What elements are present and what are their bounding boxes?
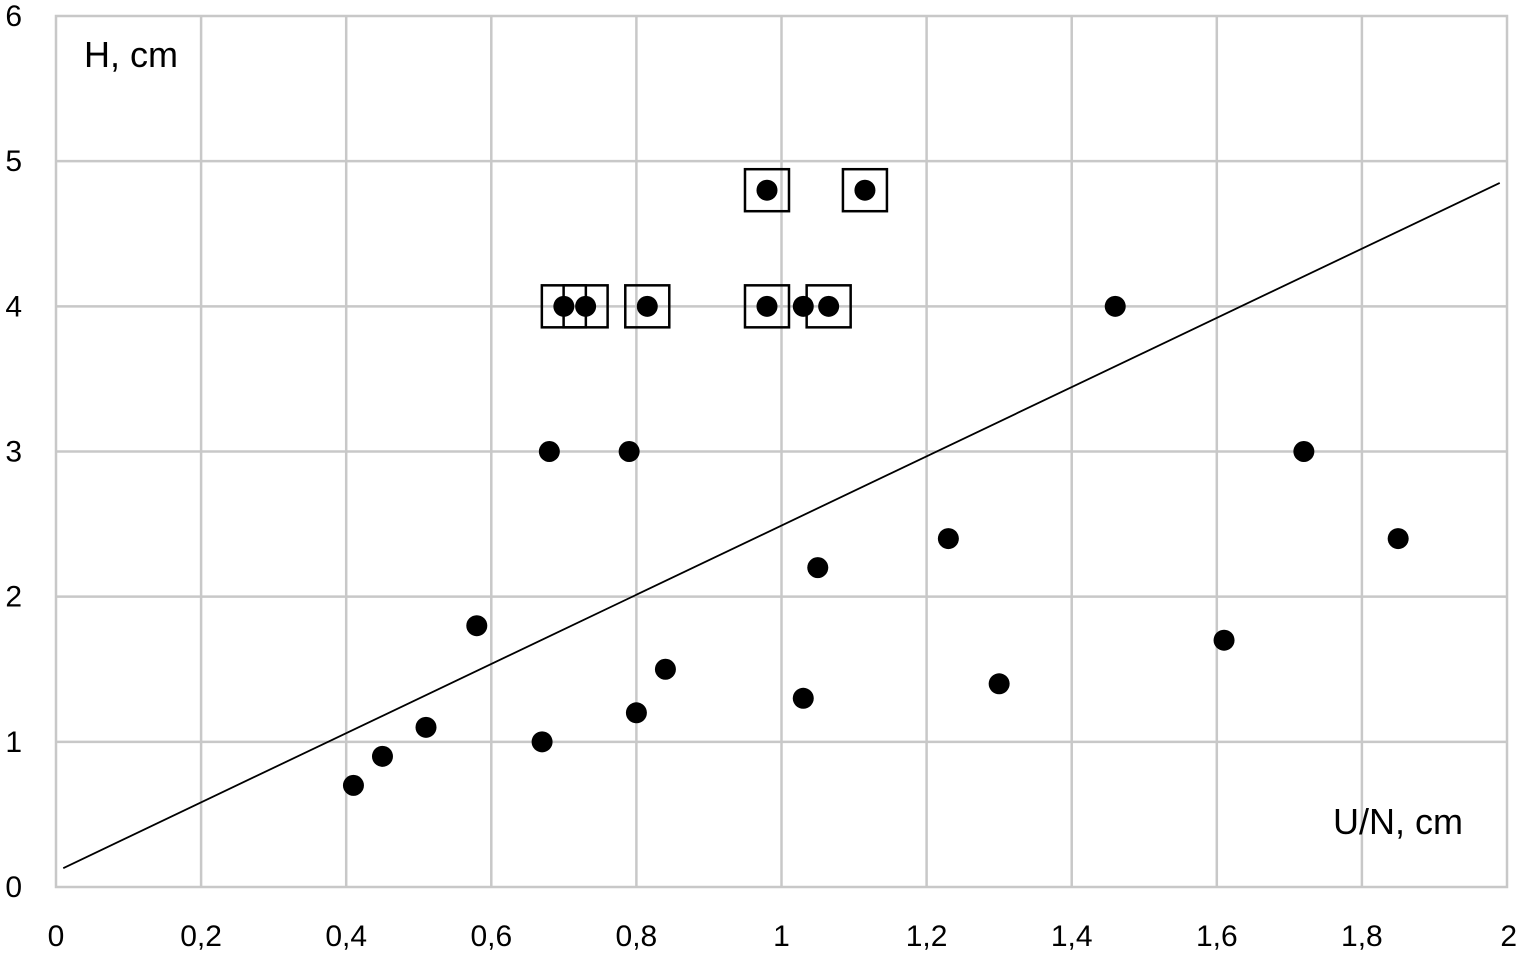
x-tick-label: 0,2 <box>180 920 222 953</box>
x-tick-label: 1,2 <box>906 920 948 953</box>
data-point <box>1213 629 1235 651</box>
y-tick-label: 3 <box>5 436 22 469</box>
data-point <box>575 295 597 317</box>
data-point <box>988 673 1010 695</box>
data-point-group <box>342 179 1409 796</box>
marker-box <box>743 167 791 213</box>
y-tick-label: 5 <box>5 145 22 178</box>
marker-box <box>743 284 791 329</box>
data-point <box>371 745 393 767</box>
data-point <box>792 295 814 317</box>
x-tick-label: 1 <box>773 920 790 953</box>
plot-area-frame <box>54 14 1509 889</box>
y-tick-label: 1 <box>5 726 22 759</box>
x-tick-label: 2 <box>1500 920 1516 953</box>
data-point <box>1387 528 1409 550</box>
x-tick-label: 1,4 <box>1051 920 1093 953</box>
grid <box>56 16 1507 887</box>
data-point <box>756 179 778 201</box>
trendline <box>62 182 1501 869</box>
data-point <box>818 295 840 317</box>
data-point <box>415 716 437 738</box>
x-tick-label: 1,8 <box>1341 920 1383 953</box>
data-point <box>625 702 647 724</box>
data-point <box>937 528 959 550</box>
x-tick-label: 0,8 <box>616 920 658 953</box>
data-point <box>466 615 488 637</box>
y-axis-title: H, cm <box>84 34 178 75</box>
data-point <box>756 295 778 317</box>
data-point <box>531 731 553 753</box>
x-tick-label: 0,6 <box>470 920 512 953</box>
data-point <box>807 557 829 579</box>
marker-box <box>841 167 889 213</box>
marker-box <box>624 284 671 329</box>
y-tick-label: 0 <box>5 871 22 904</box>
y-axis-tick-labels: 0 1 2 3 4 5 6 <box>5 0 22 904</box>
x-tick-label: 1,6 <box>1196 920 1238 953</box>
y-tick-label: 4 <box>5 290 22 323</box>
data-point <box>618 441 640 462</box>
x-tick-label: 0,4 <box>325 920 367 953</box>
x-axis-title: U/N, cm <box>1333 801 1463 842</box>
data-point <box>854 179 876 201</box>
y-tick-label: 6 <box>5 0 22 33</box>
data-point <box>654 658 676 680</box>
data-point <box>1104 295 1126 317</box>
y-tick-label: 2 <box>5 581 22 614</box>
data-point <box>553 295 575 317</box>
data-point <box>538 441 560 462</box>
x-tick-label: 0 <box>48 920 65 953</box>
data-point <box>1293 441 1315 462</box>
data-point <box>792 687 814 709</box>
trendline-group <box>62 182 1501 869</box>
x-axis-tick-labels: 0 0,2 0,4 0,6 0,8 1 1,2 1,4 1,6 1,8 2 <box>48 920 1516 953</box>
data-point <box>636 295 658 317</box>
data-point <box>342 774 364 796</box>
